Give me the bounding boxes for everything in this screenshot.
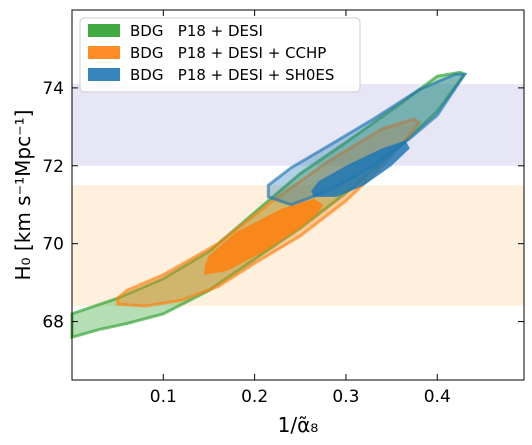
contour-outer-series-2 [116, 117, 422, 308]
plot-area [70, 70, 524, 340]
x-tick-label: 0.2 [241, 387, 268, 407]
legend-label-2: BDG P18 + DESI + CCHP [130, 44, 326, 62]
y-axis-label: H₀ [km s⁻¹Mpc⁻¹] [11, 110, 35, 281]
x-tick-label: 0.4 [424, 387, 451, 407]
x-tick-label: 0.3 [332, 387, 359, 407]
x-axis-label: 1/α̃₈ [278, 413, 319, 437]
band-1 [72, 84, 524, 166]
x-tick-label: 0.1 [150, 387, 177, 407]
contour-inner-series-3 [311, 140, 410, 197]
legend-label-1: BDG P18 + DESI [130, 22, 263, 40]
y-tick-label: 72 [42, 157, 64, 177]
axis-ticks: 0.1 0.2 0.3 0.4 68 70 72 74 [42, 10, 524, 407]
y-tick-label: 74 [42, 79, 64, 99]
y-tick-label: 68 [42, 313, 64, 333]
contour-inner-series-2 [204, 198, 324, 275]
legend-swatch-1 [88, 24, 120, 37]
legend-label-3: BDG P18 + DESI + SH0ES [130, 66, 334, 84]
legend-box [79, 17, 361, 93]
legend-swatch-3 [88, 68, 120, 81]
legend-swatch-2 [88, 46, 120, 59]
y-tick-label: 70 [42, 235, 64, 255]
plot-frame [71, 9, 525, 381]
legend: BDG P18 + DESI BDG P18 + DESI + CCHP BDG P… [79, 17, 361, 93]
